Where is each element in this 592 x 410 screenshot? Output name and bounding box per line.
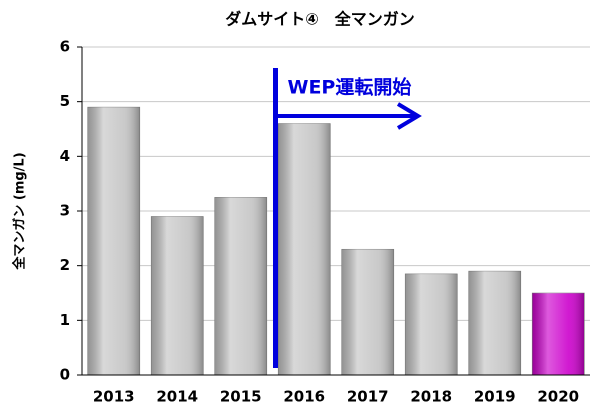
annotation-arrowhead (396, 102, 422, 130)
bar-shade (278, 123, 331, 376)
bar-shade (405, 273, 458, 375)
bar-shade (87, 107, 140, 375)
y-tick-label: 4 (60, 147, 70, 165)
annotation: WEP運転開始 (288, 76, 412, 99)
y-tick-label: 0 (60, 366, 70, 384)
x-tick-label: 2017 (347, 388, 389, 406)
bar-shade (468, 271, 521, 375)
y-axis-label: 全マンガン (mg/L) (12, 152, 28, 270)
y-tick-label: 2 (60, 256, 70, 274)
x-tick-label: 2014 (156, 388, 198, 406)
bar-shade (341, 249, 394, 375)
bar-shade (214, 197, 267, 375)
x-tick-label: 2018 (410, 388, 452, 406)
y-tick-label: 1 (60, 311, 70, 329)
x-tick-label: 2013 (93, 388, 135, 406)
chart-title: ダムサイト④ 全マンガン (225, 10, 415, 29)
y-tick-label: 3 (60, 202, 70, 220)
x-tick-label: 2020 (537, 388, 579, 406)
x-tick-label: 2015 (220, 388, 262, 406)
y-tick-label: 5 (60, 92, 70, 110)
x-tick-label: 2016 (283, 388, 325, 406)
x-tick-label: 2019 (474, 388, 516, 406)
bar-shade (151, 216, 204, 375)
y-tick-label: 6 (60, 38, 70, 56)
bar-shade (532, 293, 585, 375)
